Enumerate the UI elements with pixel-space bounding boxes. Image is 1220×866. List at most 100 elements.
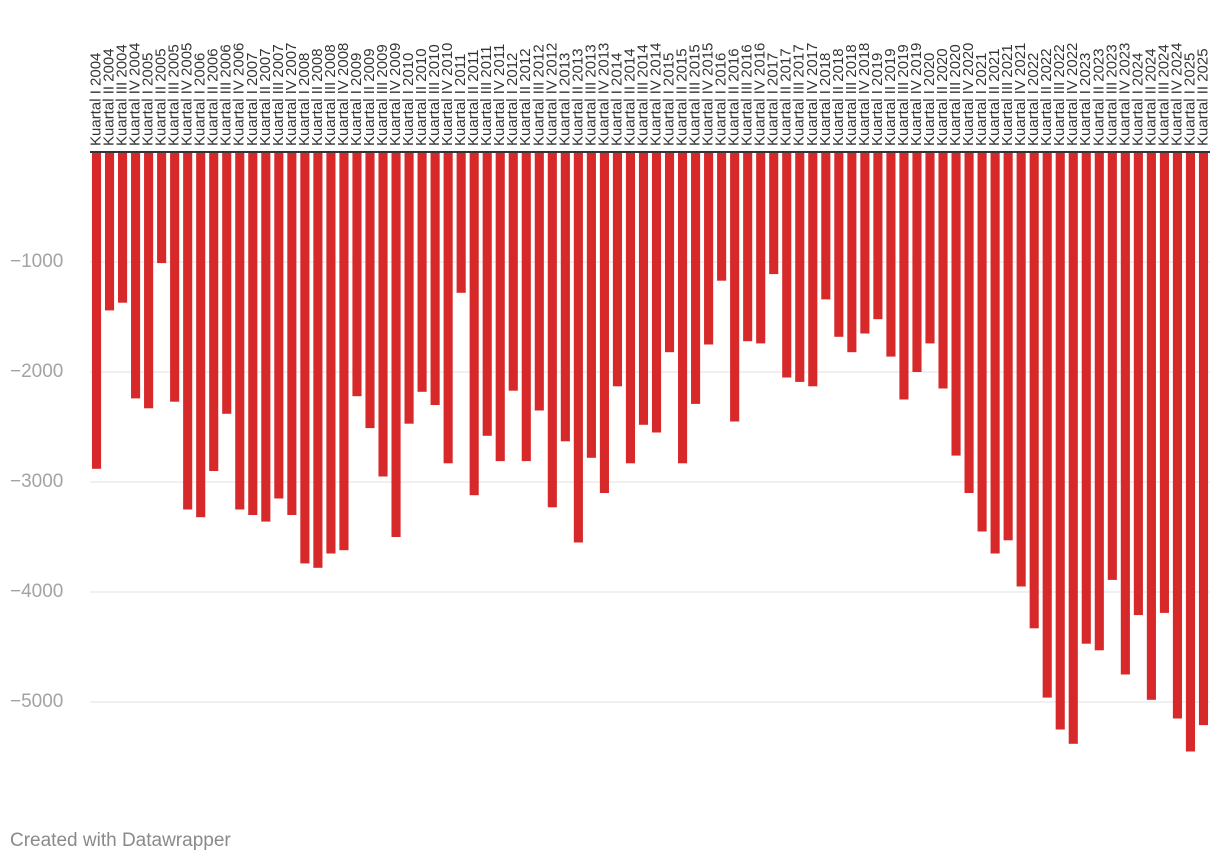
x-tick-label: Kuartal I 2015 (661, 53, 678, 146)
bar (886, 152, 896, 357)
bar (300, 152, 310, 564)
bar (860, 152, 870, 334)
bar (638, 152, 649, 425)
x-tick-label: Kuartal IV 2013 (595, 43, 612, 146)
x-tick-label: Kuartal II 2016 (726, 48, 743, 146)
bar (925, 152, 935, 344)
bar (352, 152, 362, 397)
x-tick-label: Kuartal III 2016 (739, 44, 756, 146)
bar (170, 152, 180, 402)
x-tick-label: Kuartal I 2021 (973, 53, 990, 146)
bar (873, 152, 883, 320)
bar (495, 152, 505, 462)
footer: Created with Datawrapper (10, 830, 231, 851)
bar (625, 152, 636, 464)
x-tick-label: Kuartal IV 2006 (231, 43, 248, 146)
bar (1159, 152, 1169, 613)
x-tick-label: Kuartal II 2020 (934, 48, 951, 146)
y-tick-label: −5000 (10, 691, 63, 712)
x-tick-label: Kuartal IV 2012 (543, 43, 560, 146)
bar (1107, 152, 1117, 580)
x-tick-label: Kuartal IV 2008 (335, 43, 352, 146)
bar (91, 152, 102, 469)
bar (456, 152, 466, 293)
y-tick-label: −4000 (10, 581, 63, 602)
bar (287, 152, 297, 515)
x-tick-label: Kuartal I 2024 (1129, 53, 1146, 146)
bar (795, 152, 805, 382)
bar (1068, 152, 1078, 744)
x-tick-label: Kuartal III 2013 (582, 44, 599, 146)
bar (365, 152, 375, 429)
bar (612, 152, 622, 387)
bar (443, 152, 453, 464)
y-tick-label: −3000 (10, 471, 63, 492)
bar (469, 152, 479, 496)
x-tick-label: Kuartal IV 2020 (960, 43, 977, 146)
x-tick-label: Kuartal III 2024 (1155, 44, 1172, 146)
x-tick-label: Kuartal II 2004 (101, 48, 118, 146)
bar (951, 152, 961, 456)
x-tick-label: Kuartal III 2011 (478, 45, 495, 146)
x-tick-label: Kuartal I 2008 (296, 53, 313, 146)
x-tick-label: Kuartal II 2005 (153, 48, 170, 146)
x-tick-label: Kuartal III 2012 (530, 44, 547, 146)
x-tick-label: Kuartal III 2022 (1051, 44, 1068, 146)
x-tick-label: Kuartal III 2008 (322, 44, 339, 146)
bar (482, 152, 492, 436)
x-tick-label: Kuartal II 2012 (517, 48, 534, 146)
bar (196, 152, 206, 518)
x-tick-label: Kuartal III 2017 (791, 44, 808, 146)
bar (704, 152, 714, 345)
x-tick-label: Kuartal IV 2009 (387, 43, 404, 146)
bar (1016, 152, 1026, 587)
bar (1003, 152, 1013, 541)
bar (847, 152, 857, 353)
x-tick-label: Kuartal I 2013 (556, 53, 573, 146)
x-tick-label: Kuartal II 2008 (309, 48, 326, 146)
bar (104, 152, 115, 311)
bar (118, 152, 128, 303)
bar (1081, 152, 1091, 644)
x-tick-label: Kuartal II 2009 (361, 48, 378, 146)
bar (756, 152, 766, 344)
x-tick-label: Kuartal I 2011 (452, 54, 469, 146)
bar (430, 152, 440, 405)
bar (1133, 152, 1143, 616)
x-tick-label: Kuartal I 2023 (1077, 53, 1094, 146)
bar (1094, 152, 1104, 651)
bar (1042, 152, 1052, 698)
bar (586, 152, 596, 458)
x-tick-label: Kuartal II 2011 (465, 50, 482, 146)
x-tick-label: Kuartal IV 2022 (1064, 43, 1081, 146)
x-tick-label: Kuartal I 2010 (400, 53, 417, 146)
x-tick-label: Kuartal IV 2023 (1116, 43, 1133, 146)
bar (547, 152, 557, 508)
bar (678, 152, 688, 464)
bar (899, 152, 909, 400)
bar (1029, 152, 1039, 629)
x-tick-label: Kuartal III 2007 (270, 44, 287, 146)
bar (782, 152, 792, 378)
x-tick-label: Kuartal III 2006 (218, 44, 235, 146)
x-tick-label: Kuartal IV 2004 (127, 43, 144, 146)
x-tick-label: Kuartal I 2018 (817, 53, 834, 146)
x-tick-label: Kuartal III 2019 (895, 44, 912, 146)
bar (157, 152, 167, 264)
x-tick-label: Kuartal II 2025 (1194, 48, 1211, 146)
bar (1055, 152, 1065, 730)
x-tick-label: Kuartal II 2015 (674, 48, 691, 146)
x-tick-label: Kuartal III 2021 (999, 44, 1016, 146)
x-tick-label: Kuartal III 2005 (166, 44, 183, 146)
x-tick-label: Kuartal II 2013 (569, 48, 586, 146)
bar (248, 152, 258, 515)
x-tick-label: Kuartal II 2014 (621, 48, 638, 146)
bar (1198, 152, 1209, 726)
x-tick-label: Kuartal IV 2011 (491, 44, 508, 146)
x-tick-label: Kuartal III 2010 (426, 44, 443, 146)
x-tick-label: Kuartal II 2024 (1142, 48, 1159, 146)
x-tick-label: Kuartal IV 2024 (1168, 43, 1185, 146)
x-tick-label: Kuartal I 2022 (1025, 53, 1042, 146)
bar (534, 152, 544, 411)
bar (1120, 152, 1130, 675)
